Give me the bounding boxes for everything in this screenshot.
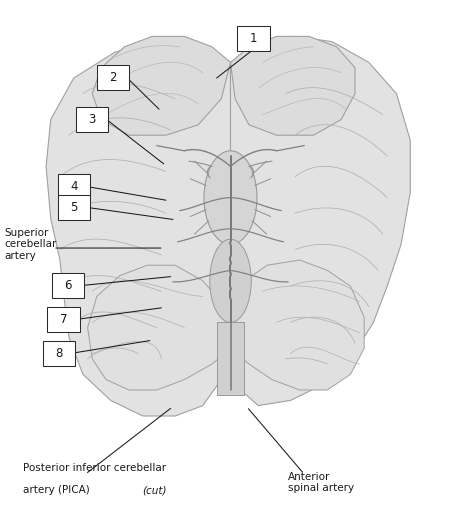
- Text: Posterior inferior cerebellar: Posterior inferior cerebellar: [23, 463, 166, 473]
- Text: 4: 4: [70, 180, 77, 193]
- FancyBboxPatch shape: [58, 195, 90, 220]
- Text: 6: 6: [65, 279, 72, 292]
- FancyBboxPatch shape: [52, 273, 84, 298]
- Text: artery (PICA): artery (PICA): [23, 485, 93, 495]
- FancyBboxPatch shape: [43, 341, 75, 366]
- FancyBboxPatch shape: [237, 26, 270, 51]
- FancyBboxPatch shape: [58, 174, 90, 199]
- Polygon shape: [88, 265, 230, 390]
- Text: 7: 7: [60, 313, 67, 326]
- Ellipse shape: [204, 151, 257, 244]
- Polygon shape: [230, 36, 410, 406]
- Ellipse shape: [210, 239, 251, 322]
- FancyBboxPatch shape: [97, 65, 129, 90]
- Text: 3: 3: [89, 112, 96, 125]
- Text: Anterior
spinal artery: Anterior spinal artery: [288, 472, 354, 493]
- Text: 5: 5: [70, 201, 77, 214]
- FancyBboxPatch shape: [76, 107, 108, 132]
- Text: Superior
cerebellar
artery: Superior cerebellar artery: [5, 228, 57, 261]
- Text: 1: 1: [250, 32, 257, 45]
- Text: 2: 2: [109, 71, 117, 84]
- Polygon shape: [46, 42, 230, 416]
- Text: 8: 8: [55, 346, 63, 360]
- Polygon shape: [230, 260, 364, 390]
- FancyBboxPatch shape: [47, 307, 80, 332]
- Polygon shape: [230, 36, 355, 135]
- Polygon shape: [217, 322, 244, 395]
- Polygon shape: [92, 36, 230, 135]
- Text: (cut): (cut): [142, 485, 166, 495]
